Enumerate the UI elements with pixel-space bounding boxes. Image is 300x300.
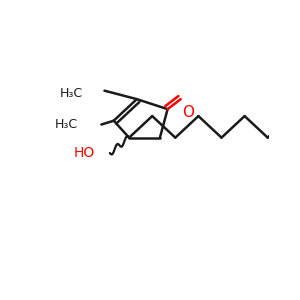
Text: H₃C: H₃C [60,87,83,100]
Text: HO: HO [73,146,94,160]
Text: H₃C: H₃C [55,118,78,131]
Text: O: O [182,105,194,120]
